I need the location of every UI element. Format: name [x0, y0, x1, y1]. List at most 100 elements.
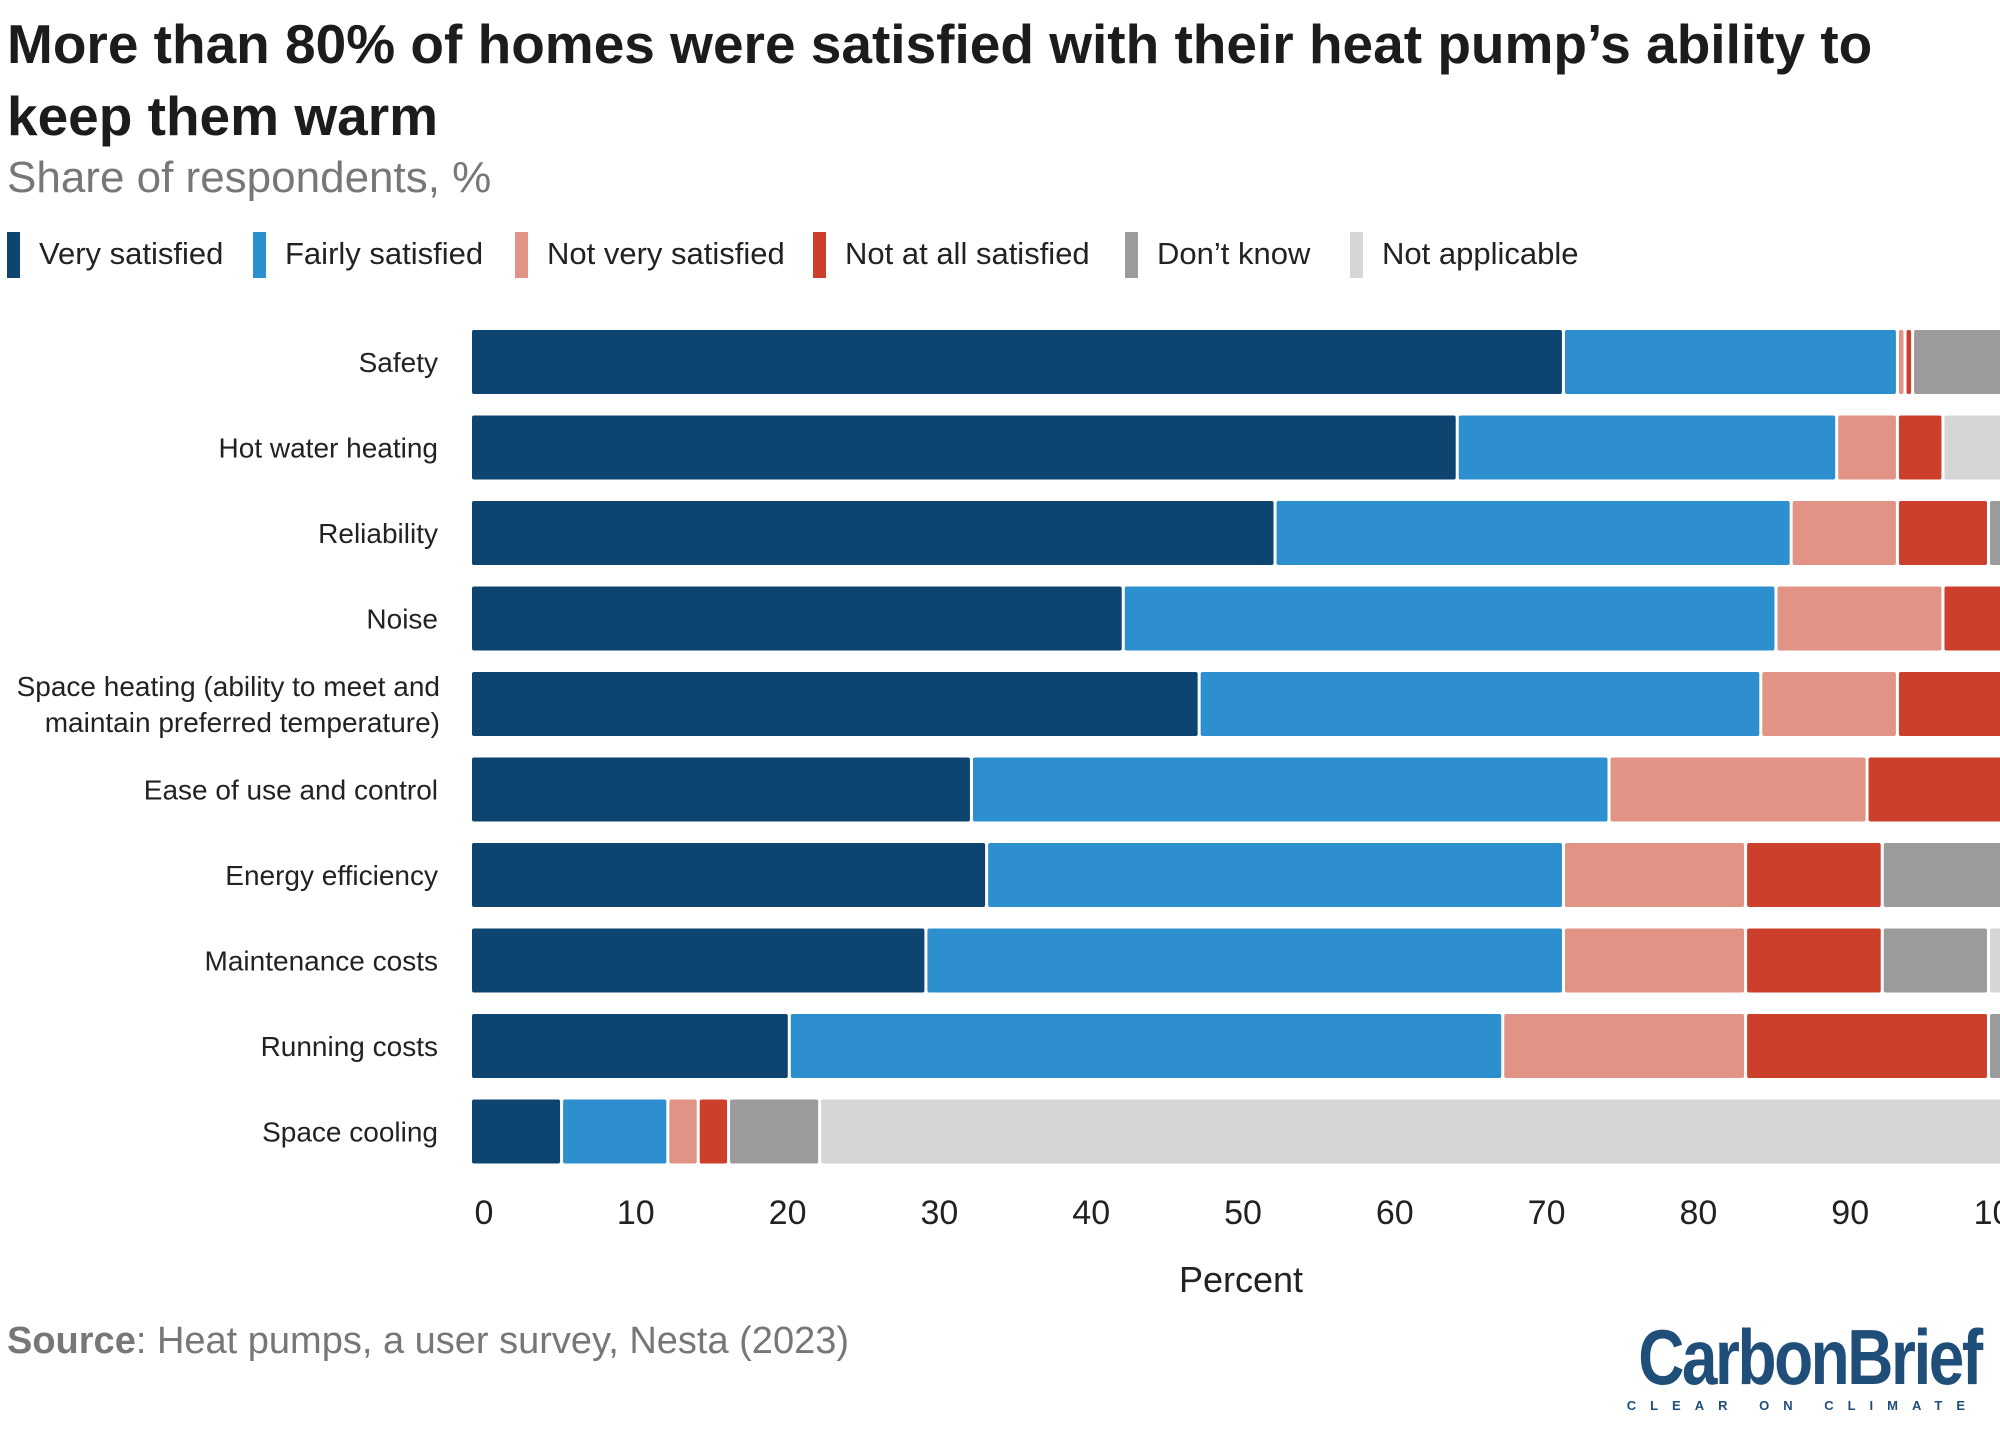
bar-segment-very-satisfied [472, 757, 970, 822]
bar-segment-not-very-satisfied [1610, 757, 1866, 822]
category-label: Running costs [261, 1031, 438, 1062]
bar-row-hot-water-heating: Hot water heating [219, 415, 2000, 480]
legend-label: Not very satisfied [547, 236, 785, 271]
bar-segment-fairly-satisfied [927, 928, 1562, 993]
bar-segment-very-satisfied [472, 1099, 561, 1164]
bar-row-ease-of-use-and-control: Ease of use and control [144, 757, 2000, 822]
bar-segment-fairly-satisfied [972, 757, 1608, 822]
bar-segment-fairly-satisfied [988, 843, 1562, 907]
bar-segment-not-at-all-satisfied [1898, 501, 1987, 565]
bar-segment-fairly-satisfied [1124, 586, 1775, 651]
bar-row-maintenance-costs: Maintenance costs [205, 928, 2000, 993]
bar-segment-not-at-all-satisfied [1747, 928, 1881, 993]
bar-segment-don-t-know [1883, 843, 2000, 907]
legend-swatch [515, 232, 528, 278]
bar-segment-don-t-know [1914, 330, 2000, 394]
legend-swatch [253, 232, 266, 278]
bar-segment-not-at-all-satisfied [1868, 757, 2000, 822]
bar-segment-not-at-all-satisfied [1898, 415, 1942, 480]
bar-segment-not-very-satisfied [1838, 415, 1896, 480]
bar-segment-fairly-satisfied [563, 1099, 667, 1164]
source-label: Source [7, 1320, 136, 1362]
bar-row-noise: Noise [366, 586, 2000, 651]
bar-segment-not-at-all-satisfied [1906, 330, 1912, 394]
bar-segment-not-very-satisfied [1777, 586, 1942, 651]
bar-segment-very-satisfied [472, 501, 1274, 565]
category-label-line: Space heating (ability to meet and [17, 671, 440, 702]
legend-swatch [7, 232, 20, 278]
bar-segment-fairly-satisfied [1458, 415, 1836, 480]
bar-segment-very-satisfied [472, 672, 1198, 736]
bar-segment-very-satisfied [472, 586, 1122, 651]
bar-segment-not-at-all-satisfied [699, 1099, 728, 1164]
bar-segment-not-applicable [1990, 928, 2000, 993]
legend-label: Not applicable [1382, 236, 1579, 271]
bar-segment-not-very-satisfied [1762, 672, 1896, 736]
stacked-bar-chart: Safety Hot water heating Reliability Noise S… [17, 330, 2000, 1300]
x-tick-label: 90 [1831, 1194, 1869, 1232]
bar-segment-very-satisfied [472, 928, 925, 993]
carbon-brief-logo: CarbonBrief CLEAR ON CLIMATE [1627, 1318, 1984, 1413]
bar-row-space-heating-ability-to-meet-and-mainta: Space heating (ability to meet and mainta… [17, 671, 2000, 738]
bar-segment-don-t-know [1990, 1014, 2000, 1078]
legend-label: Very satisfied [39, 236, 224, 271]
bar-segment-fairly-satisfied [1200, 672, 1760, 736]
bar-segment-very-satisfied [472, 330, 1562, 394]
bar-segment-not-very-satisfied [669, 1099, 697, 1164]
source-note: Source: Heat pumps, a user survey, Nesta… [7, 1320, 849, 1363]
legend-swatch [813, 232, 826, 278]
bar-row-reliability: Reliability [318, 501, 2000, 565]
bar-segment-don-t-know [730, 1099, 819, 1164]
x-tick-label: 20 [769, 1194, 807, 1232]
bar-segment-very-satisfied [472, 1014, 788, 1078]
category-label: Reliability [318, 518, 438, 549]
bar-segment-not-applicable [821, 1099, 2000, 1164]
category-label: Energy efficiency [225, 860, 438, 891]
legend-label: Not at all satisfied [845, 236, 1090, 271]
chart-subtitle: Share of respondents, % [7, 153, 492, 202]
x-tick-label: 60 [1376, 1194, 1414, 1232]
x-axis-title: Percent [1179, 1259, 1303, 1300]
x-tick-label: 100 [1974, 1194, 2000, 1232]
chart-title: More than 80% of homes were satisfied wi… [7, 13, 1873, 147]
bar-segment-fairly-satisfied [790, 1014, 1502, 1078]
bar-segment-fairly-satisfied [1276, 501, 1790, 565]
bar-segment-don-t-know [1990, 501, 2000, 565]
category-label: Space heating (ability to meet and mainta… [17, 671, 440, 738]
logo-tagline: CLEAR ON CLIMATE [1626, 1398, 1979, 1413]
x-tick-label: 50 [1224, 1194, 1262, 1232]
bar-segment-not-very-satisfied [1564, 928, 1745, 993]
bar-segment-not-very-satisfied [1564, 843, 1745, 907]
bar-segment-very-satisfied [472, 843, 986, 907]
bar-row-running-costs: Running costs [261, 1014, 2000, 1078]
category-label: Space cooling [262, 1117, 438, 1148]
x-tick-label: 0 [475, 1194, 494, 1232]
x-tick-label: 10 [617, 1194, 655, 1232]
bar-segment-not-at-all-satisfied [1747, 1014, 1987, 1078]
bar-row-space-cooling: Space cooling [262, 1099, 2000, 1164]
legend-swatch [1125, 232, 1138, 278]
bar-segment-not-very-satisfied [1792, 501, 1896, 565]
bar-segment-not-very-satisfied [1504, 1014, 1745, 1078]
bar-segment-not-at-all-satisfied [1747, 843, 1881, 907]
x-tick-label: 80 [1679, 1194, 1717, 1232]
category-label: Ease of use and control [144, 775, 438, 806]
bar-row-energy-efficiency: Energy efficiency [225, 843, 2000, 907]
bar-segment-don-t-know [1883, 928, 1987, 993]
bar-segment-not-at-all-satisfied [1944, 586, 2000, 651]
category-label: Hot water heating [219, 433, 438, 464]
bar-segment-not-very-satisfied [1898, 330, 1904, 394]
logo-wordmark: CarbonBrief [1638, 1313, 1983, 1401]
x-tick-label: 70 [1528, 1194, 1566, 1232]
bar-segment-not-at-all-satisfied [1898, 672, 2000, 736]
bar-segment-very-satisfied [472, 415, 1456, 480]
category-label: Noise [366, 604, 438, 635]
source-text: : Heat pumps, a user survey, Nesta (2023… [135, 1320, 849, 1362]
bar-row-safety: Safety [359, 330, 2000, 394]
legend-label: Fairly satisfied [285, 236, 484, 271]
category-label: Safety [359, 347, 438, 378]
legend-swatch [1350, 232, 1363, 278]
legend-label: Don’t know [1157, 236, 1311, 271]
x-tick-label: 40 [1072, 1194, 1110, 1232]
bar-segment-not-applicable [1944, 415, 2000, 480]
